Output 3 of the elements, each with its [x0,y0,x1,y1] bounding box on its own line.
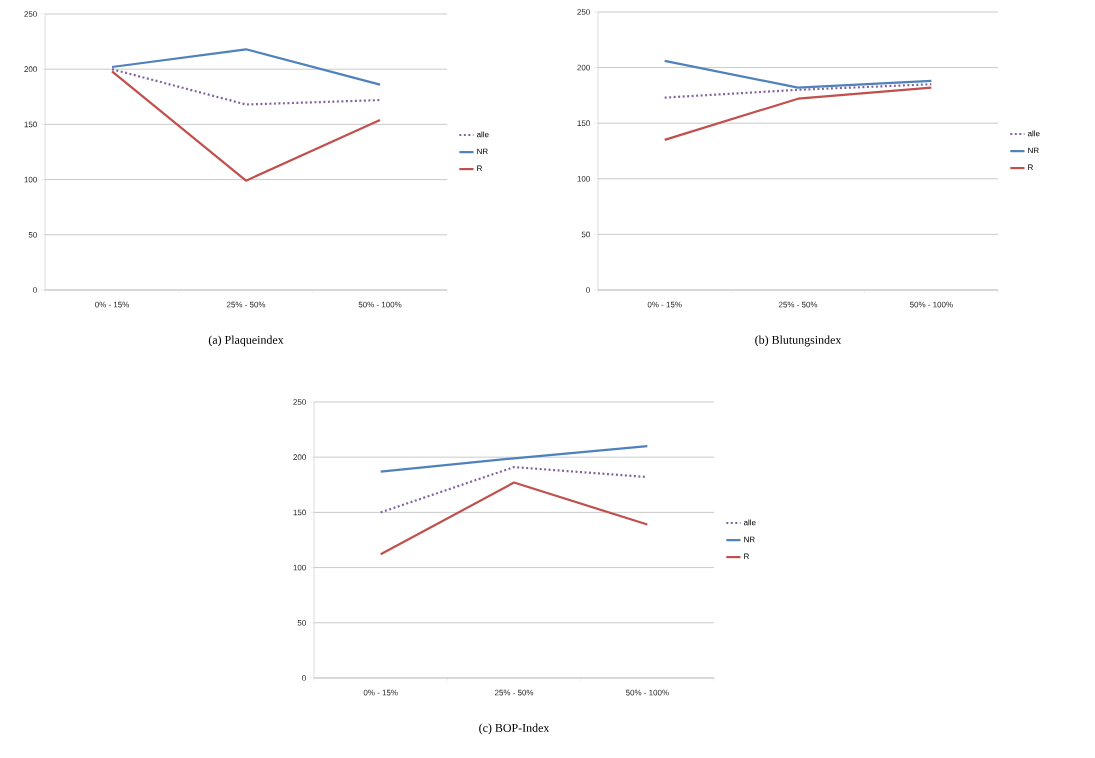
text: (a) Plaqueindex [208,335,284,347]
text: (b) Blutungsindex [755,335,842,347]
text: (c) BOP-Index [479,723,550,735]
